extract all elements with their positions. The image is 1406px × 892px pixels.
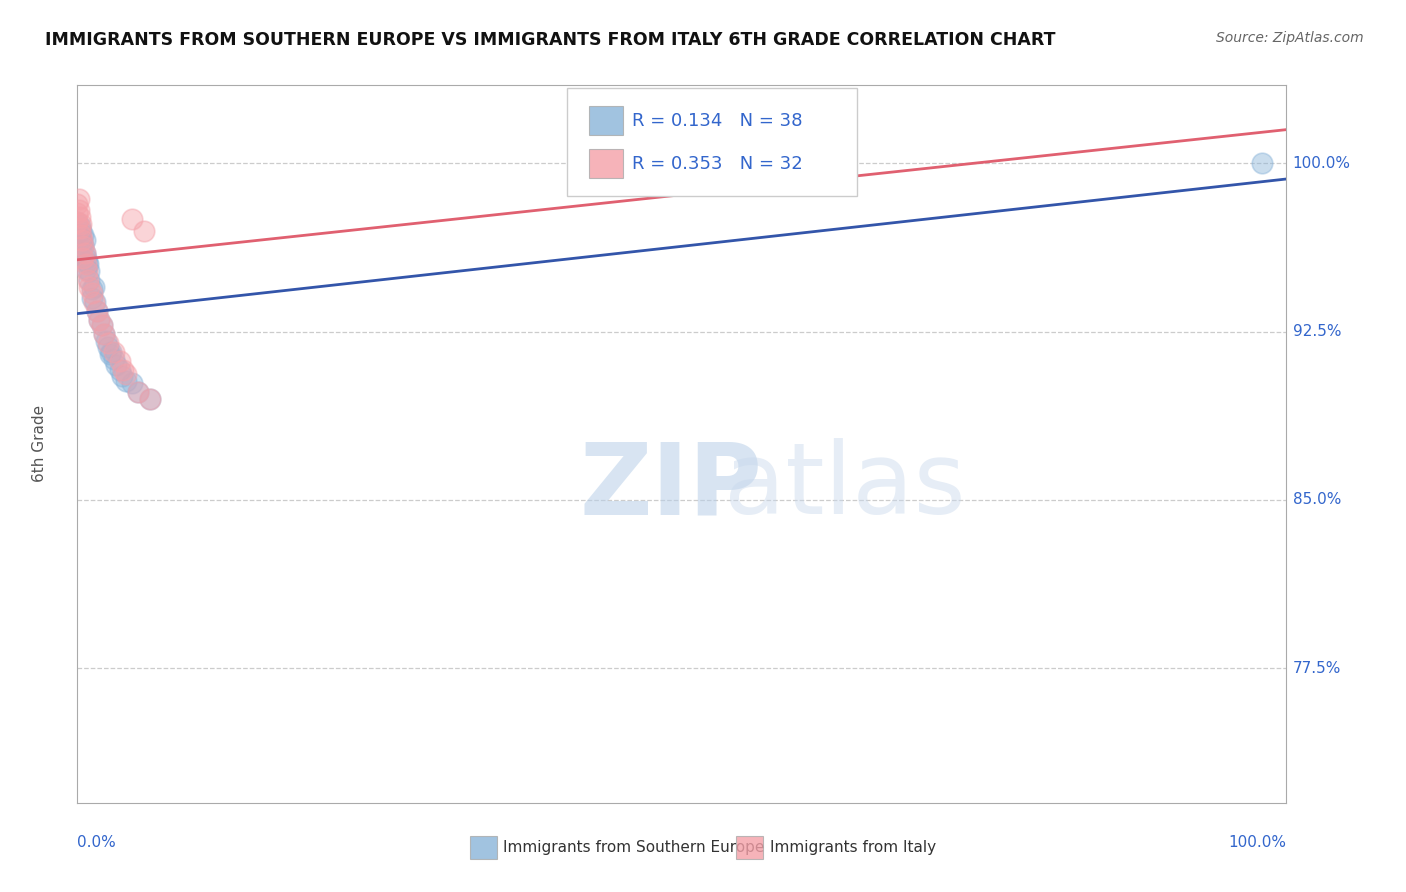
Point — [80, 282, 103, 296]
Point — [127, 385, 149, 400]
Point — [76, 264, 98, 278]
Text: R = 0.353   N = 32: R = 0.353 N = 32 — [633, 154, 803, 173]
Point — [75, 251, 97, 265]
Point — [69, 221, 91, 235]
Point — [73, 233, 96, 247]
Point — [66, 226, 89, 240]
Text: R = 0.134   N = 38: R = 0.134 N = 38 — [633, 112, 803, 129]
Point — [79, 273, 101, 287]
Point — [121, 212, 143, 227]
Point — [69, 210, 91, 224]
Point — [76, 255, 98, 269]
Point — [70, 224, 93, 238]
Point — [69, 230, 91, 244]
Point — [98, 347, 121, 361]
Point — [77, 257, 100, 271]
Text: 85.0%: 85.0% — [1292, 492, 1341, 508]
Point — [75, 261, 97, 276]
Point — [96, 335, 118, 350]
Point — [100, 344, 122, 359]
Point — [70, 228, 93, 243]
Point — [103, 344, 125, 359]
Point — [72, 239, 94, 253]
Point — [93, 326, 115, 341]
Text: Source: ZipAtlas.com: Source: ZipAtlas.com — [1216, 31, 1364, 45]
Point — [70, 237, 93, 252]
FancyBboxPatch shape — [589, 106, 623, 135]
Text: atlas: atlas — [724, 438, 966, 535]
Text: 6th Grade: 6th Grade — [32, 405, 48, 483]
Point — [75, 257, 97, 271]
Point — [86, 304, 108, 318]
Point — [72, 239, 94, 253]
Point — [79, 279, 101, 293]
FancyBboxPatch shape — [737, 836, 763, 859]
Point — [114, 374, 136, 388]
Point — [70, 217, 93, 231]
Point — [96, 340, 118, 354]
Point — [105, 358, 128, 372]
Point — [139, 392, 162, 406]
Point — [70, 233, 93, 247]
Point — [127, 385, 149, 400]
Point — [108, 362, 131, 376]
Point — [83, 295, 105, 310]
Point — [86, 304, 108, 318]
Point — [121, 376, 143, 391]
Point — [73, 246, 96, 260]
Point — [132, 224, 155, 238]
Point — [66, 214, 89, 228]
Point — [67, 203, 90, 218]
Point — [80, 291, 103, 305]
Point — [93, 326, 115, 341]
Text: 100.0%: 100.0% — [1229, 835, 1286, 850]
Point — [112, 362, 135, 376]
Point — [103, 351, 125, 366]
Point — [96, 334, 118, 348]
Point — [80, 286, 103, 301]
FancyBboxPatch shape — [589, 149, 623, 178]
Point — [72, 228, 94, 243]
Point — [90, 318, 112, 332]
FancyBboxPatch shape — [470, 836, 496, 859]
Point — [111, 369, 134, 384]
Point — [67, 192, 90, 206]
Point — [79, 264, 101, 278]
Point — [69, 219, 91, 233]
Point — [73, 246, 96, 260]
Text: ZIP: ZIP — [579, 438, 762, 535]
Point — [108, 353, 131, 368]
Text: 100.0%: 100.0% — [1292, 156, 1351, 170]
Point — [87, 313, 110, 327]
Point — [66, 196, 89, 211]
Text: IMMIGRANTS FROM SOUTHERN EUROPE VS IMMIGRANTS FROM ITALY 6TH GRADE CORRELATION C: IMMIGRANTS FROM SOUTHERN EUROPE VS IMMIG… — [45, 31, 1056, 49]
Point — [72, 251, 94, 265]
Text: Immigrants from Italy: Immigrants from Italy — [770, 840, 936, 855]
Point — [66, 214, 89, 228]
Point — [90, 318, 112, 332]
Point — [70, 235, 93, 249]
Point — [84, 295, 107, 310]
Point — [87, 313, 110, 327]
Text: 92.5%: 92.5% — [1292, 324, 1341, 339]
Point — [1251, 156, 1274, 170]
Text: Immigrants from Southern Europe: Immigrants from Southern Europe — [503, 840, 765, 855]
FancyBboxPatch shape — [567, 88, 858, 196]
Text: 77.5%: 77.5% — [1292, 661, 1341, 675]
Point — [66, 205, 89, 219]
Point — [77, 273, 100, 287]
Point — [114, 368, 136, 382]
Point — [83, 279, 105, 293]
Text: 0.0%: 0.0% — [77, 835, 117, 850]
Point — [139, 392, 162, 406]
